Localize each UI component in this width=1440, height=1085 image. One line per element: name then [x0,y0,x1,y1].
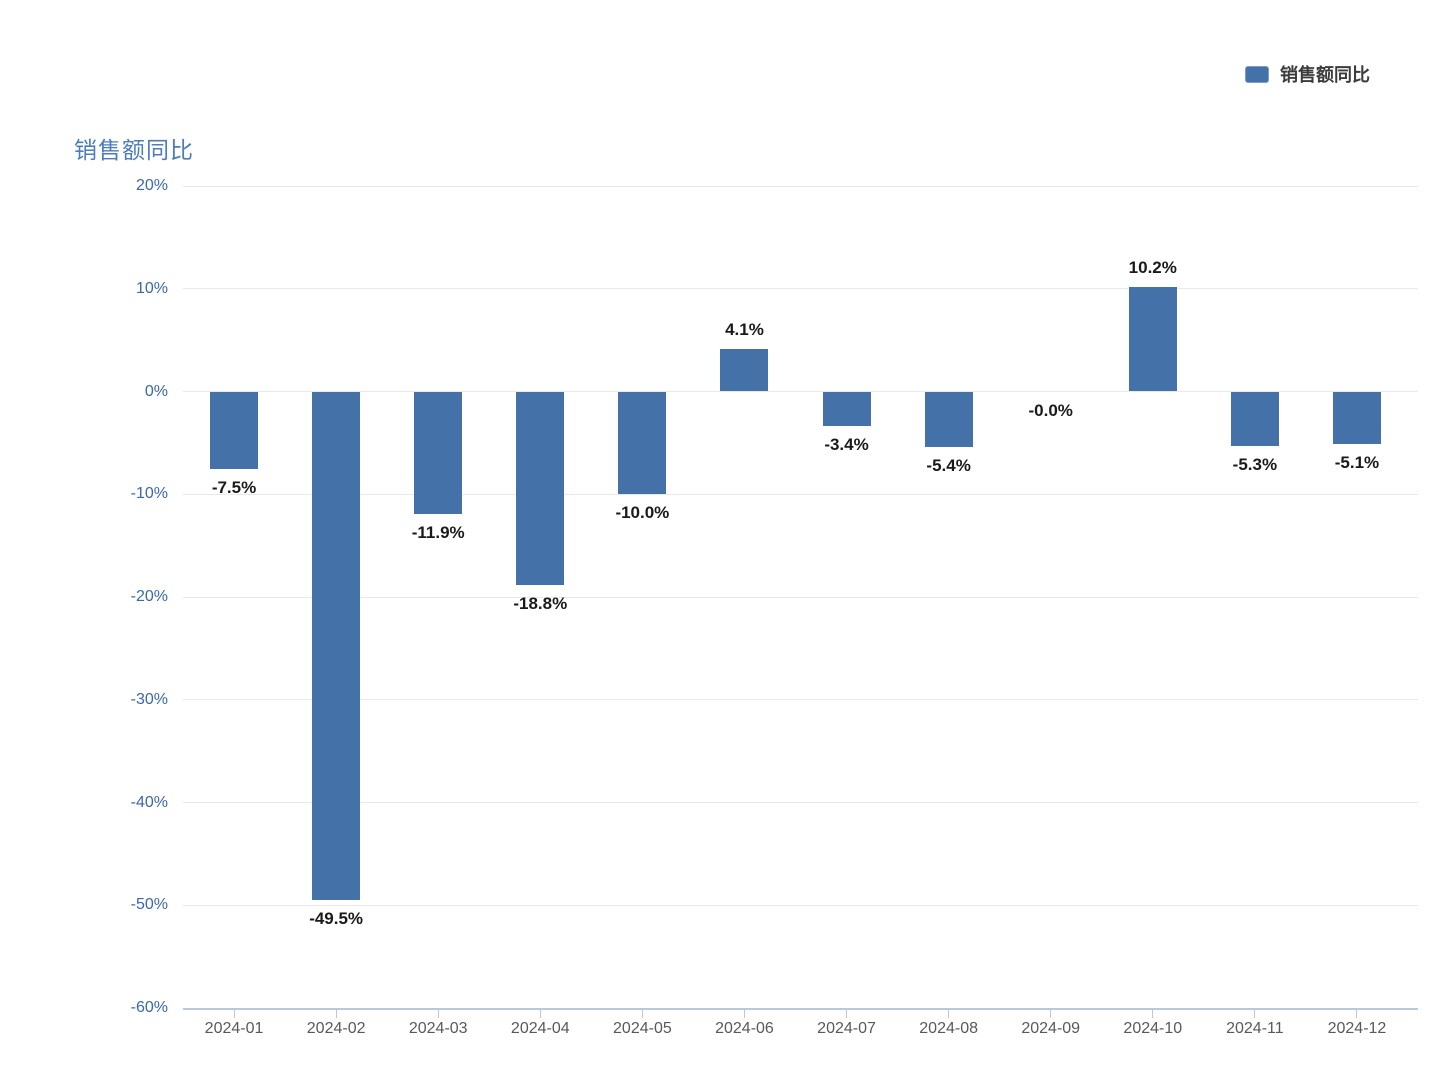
x-axis-label-2024-02: 2024-02 [306,1020,366,1037]
gridline-20% [183,185,1418,187]
x-axis-label-2024-05: 2024-05 [613,1020,672,1037]
y-axis-label-0%: 0% [144,382,168,400]
x-axis-label-2024-04: 2024-04 [510,1020,570,1037]
bar-value-label-2024-04: -18.8% [513,593,568,613]
bar-value-label-2024-06: 4.1% [725,320,764,340]
bar-2024-03[interactable] [414,391,463,514]
bar-2024-11[interactable] [1230,391,1279,446]
bar-value-label-2024-01: -7.5% [211,477,257,497]
y-axis-label--40%: -40% [130,793,168,811]
x-axis-label-2024-09: 2024-09 [1021,1020,1081,1037]
legend-marker-icon [1245,65,1269,83]
x-axis-tick-2024-05 [641,1010,643,1018]
gridline--40% [183,802,1418,803]
x-axis-tick-2024-02 [335,1010,337,1018]
x-axis-label-2024-10: 2024-10 [1123,1020,1183,1037]
bar-value-label-2024-08: -5.4% [926,455,971,475]
x-axis-tick-2024-03 [437,1010,439,1018]
bar-2024-10[interactable] [1128,286,1177,392]
x-axis-label-2024-12: 2024-12 [1327,1020,1387,1037]
y-axis-label--10%: -10% [130,485,168,503]
gridline-0% [183,391,1418,392]
x-axis-tick-2024-04 [539,1010,541,1018]
x-axis-tick-2024-06 [743,1010,745,1018]
bar-value-label-2024-03: -11.9% [411,522,465,542]
x-axis-label-2024-08: 2024-08 [919,1020,978,1037]
x-axis-label-2024-06: 2024-06 [715,1020,774,1037]
x-axis-tick-2024-07 [846,1010,848,1018]
bar-2024-07[interactable] [822,391,871,427]
bar-2024-01[interactable] [210,391,259,469]
y-axis-label--20%: -20% [130,588,168,605]
y-axis-label-20%: 20% [135,177,168,194]
x-axis-tick-2024-11 [1254,1010,1256,1018]
bar-value-label-2024-09: -0.0% [1028,400,1073,420]
gridline--20% [183,596,1418,598]
x-axis-tick-2024-09 [1050,1010,1052,1018]
bar-value-label-2024-02: -49.5% [309,909,364,929]
legend[interactable]: 销售额同比 [1245,61,1370,87]
y-axis-label-10%: 10% [135,279,168,297]
gridline--50% [183,904,1418,906]
bar-value-label-2024-10: 10.2% [1128,257,1177,277]
bar-value-label-2024-12: -5.1% [1334,452,1380,472]
x-axis-tick-2024-01 [233,1010,235,1018]
bar-value-label-2024-05: -10.0% [615,503,670,523]
legend-label: 销售额同比 [1280,65,1370,85]
x-axis-label-2024-03: 2024-03 [408,1020,468,1037]
x-axis-label-2024-11: 2024-11 [1226,1020,1284,1037]
bar-value-label-2024-07: -3.4% [824,435,869,455]
x-axis-line [183,1008,1418,1010]
bar-value-label-2024-11: -5.3% [1232,454,1278,474]
x-axis-tick-2024-08 [948,1010,950,1018]
y-axis-label--60%: -60% [130,999,168,1016]
bar-2024-04[interactable] [516,391,565,585]
gridline--10% [183,493,1418,495]
bar-2024-02[interactable] [312,391,361,901]
chart-title: 销售额同比 [74,137,194,163]
bar-2024-08[interactable] [924,391,973,447]
x-axis-tick-2024-12 [1356,1010,1358,1018]
x-axis-tick-2024-10 [1152,1010,1154,1018]
bar-2024-06[interactable] [720,349,769,392]
bar-2024-12[interactable] [1332,391,1381,444]
y-axis-label--30%: -30% [130,690,168,708]
bar-2024-05[interactable] [618,391,667,495]
x-axis-label-2024-01: 2024-01 [204,1020,264,1037]
gridline-10% [183,288,1418,290]
x-axis-label-2024-07: 2024-07 [817,1020,876,1037]
gridline--30% [183,699,1418,701]
y-axis-label--50%: -50% [130,896,168,914]
